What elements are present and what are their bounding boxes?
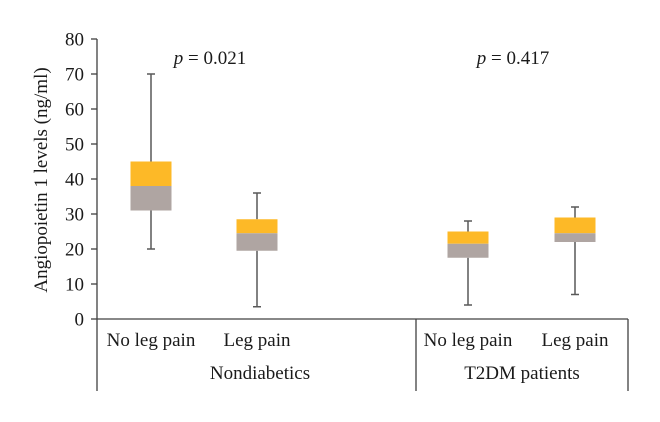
x-axis: Nondiabetics No leg pain Leg pain T2DM pati… [96, 318, 629, 391]
category-label: No leg pain [107, 330, 196, 351]
group-label: T2DM patients [464, 363, 580, 384]
p-value-symbol: p [172, 48, 184, 69]
box-0-0 [130, 73, 172, 250]
box-lower-quartile [130, 186, 172, 211]
plot-area: p = 0.021 p = 0.417 [130, 48, 596, 308]
y-axis-label: Angiopoietin 1 levels (ng/ml) [31, 67, 52, 292]
box-lower-quartile [236, 233, 278, 251]
p-value-label: p = 0.021 [172, 48, 246, 69]
y-tick-label: 40 [65, 170, 84, 191]
y-tick-label: 30 [65, 205, 84, 226]
box-upper-quartile [236, 219, 278, 234]
box-upper-quartile [554, 217, 596, 234]
p-value-number: = 0.417 [486, 48, 549, 69]
y-tick-label: 10 [65, 275, 84, 296]
y-tick-label: 80 [65, 30, 84, 51]
y-tick-label: 50 [65, 135, 84, 156]
box-upper-quartile [447, 231, 489, 244]
y-tick-label: 0 [75, 310, 85, 331]
y-tick-label: 70 [65, 65, 84, 86]
p-value-number: = 0.021 [183, 48, 246, 69]
y-tick-label: 60 [65, 100, 84, 121]
category-label: No leg pain [424, 330, 513, 351]
box-1-1 [554, 206, 596, 296]
category-label: Leg pain [541, 330, 609, 351]
p-value-symbol: p [475, 48, 487, 69]
box-1-0 [447, 220, 489, 306]
box-upper-quartile [130, 161, 172, 186]
y-tick-label: 20 [65, 240, 84, 261]
category-label: Leg pain [223, 330, 291, 351]
y-axis: 0 10 20 30 40 50 60 70 80 [65, 30, 98, 331]
box-lower-quartile [447, 243, 489, 258]
box-lower-quartile [554, 233, 596, 242]
group-label: Nondiabetics [210, 363, 310, 384]
box-0-1 [236, 192, 278, 308]
p-value-label: p = 0.417 [475, 48, 549, 69]
